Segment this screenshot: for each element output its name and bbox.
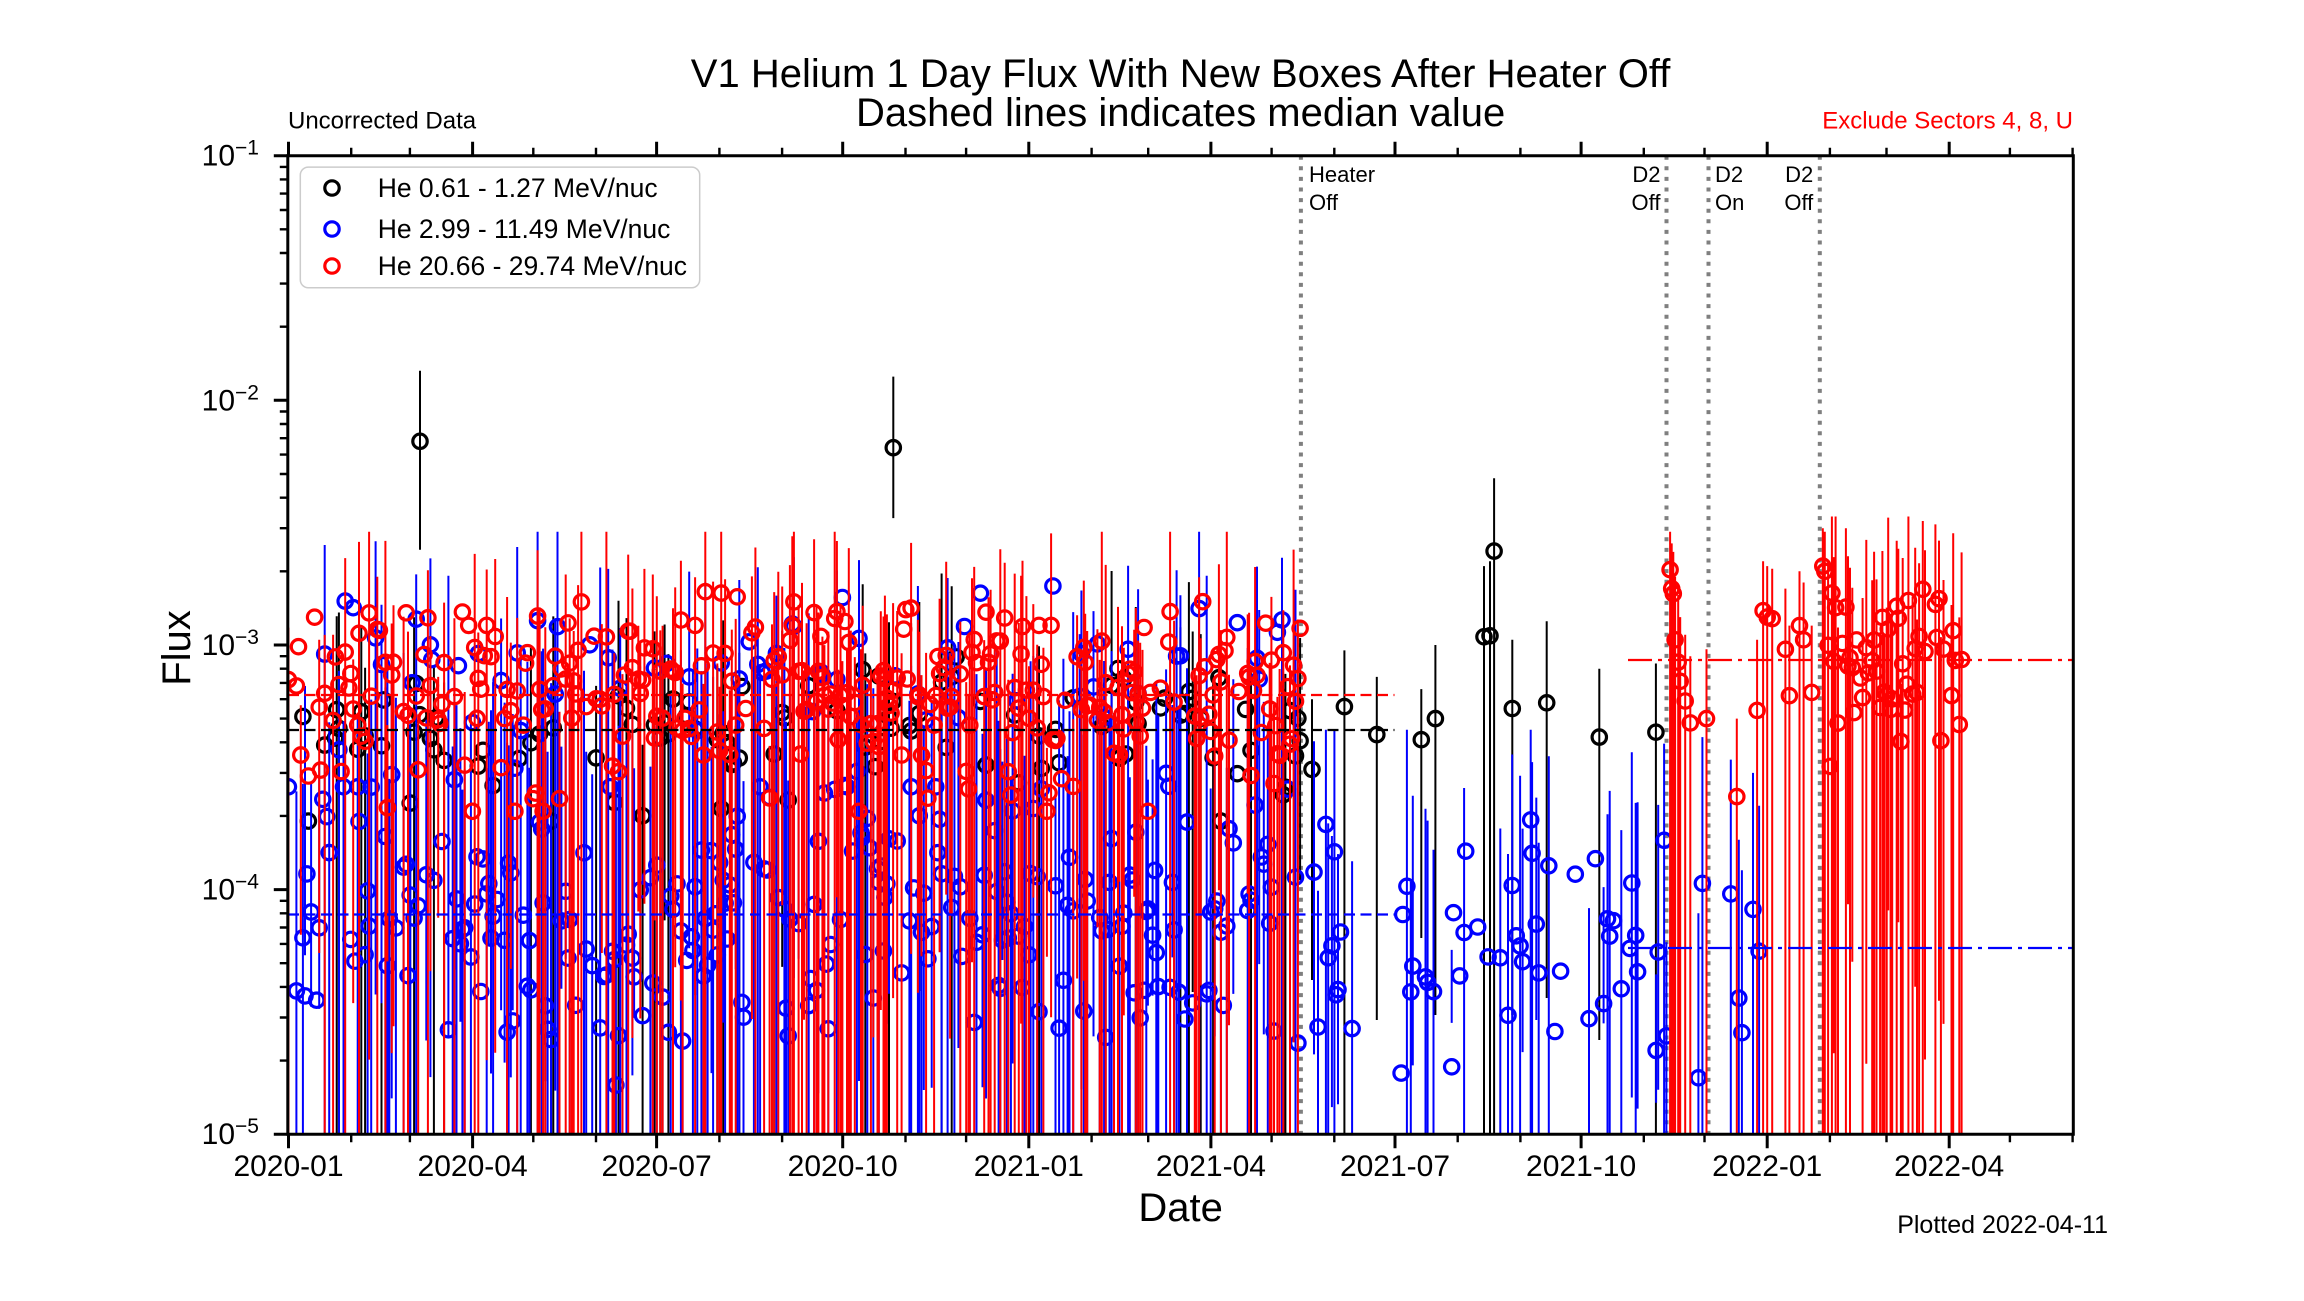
svg-text:Off: Off (1309, 190, 1339, 215)
svg-text:2020-01: 2020-01 (233, 1150, 343, 1183)
svg-text:2021-10: 2021-10 (1526, 1150, 1636, 1183)
svg-text:10−3: 10−3 (202, 626, 259, 662)
svg-text:2021-01: 2021-01 (974, 1150, 1084, 1183)
svg-text:D2: D2 (1632, 162, 1660, 187)
svg-text:Exclude Sectors 4, 8, U: Exclude Sectors 4, 8, U (1822, 108, 2073, 135)
svg-text:10−5: 10−5 (202, 1115, 259, 1151)
svg-text:Uncorrected Data: Uncorrected Data (288, 108, 477, 135)
svg-text:2020-07: 2020-07 (602, 1150, 712, 1183)
svg-text:10−2: 10−2 (202, 381, 259, 417)
svg-text:Flux: Flux (155, 610, 199, 686)
svg-text:On: On (1715, 190, 1744, 215)
svg-text:2022-01: 2022-01 (1712, 1150, 1822, 1183)
svg-text:Dashed lines indicates median: Dashed lines indicates median value (856, 91, 1505, 135)
svg-text:He 0.61 - 1.27 MeV/nuc: He 0.61 - 1.27 MeV/nuc (378, 173, 658, 203)
svg-text:2021-04: 2021-04 (1156, 1150, 1266, 1183)
svg-text:2022-04: 2022-04 (1894, 1150, 2004, 1183)
svg-text:Date: Date (1138, 1186, 1223, 1230)
svg-text:He 2.99 - 11.49 MeV/nuc: He 2.99 - 11.49 MeV/nuc (378, 214, 671, 244)
svg-text:2020-04: 2020-04 (418, 1150, 528, 1183)
svg-text:Off: Off (1632, 190, 1662, 215)
svg-text:He 20.66 - 29.74 MeV/nuc: He 20.66 - 29.74 MeV/nuc (378, 251, 687, 281)
svg-text:Heater: Heater (1309, 162, 1375, 187)
svg-text:2020-10: 2020-10 (788, 1150, 898, 1183)
svg-text:D2: D2 (1715, 162, 1743, 187)
svg-text:2021-07: 2021-07 (1340, 1150, 1450, 1183)
svg-text:V1 Helium 1 Day Flux With New: V1 Helium 1 Day Flux With New Boxes Afte… (691, 52, 1671, 96)
svg-text:10−1: 10−1 (202, 137, 259, 173)
svg-text:D2: D2 (1785, 162, 1813, 187)
svg-text:Plotted 2022-04-11: Plotted 2022-04-11 (1897, 1211, 2108, 1239)
svg-text:Off: Off (1784, 190, 1814, 215)
